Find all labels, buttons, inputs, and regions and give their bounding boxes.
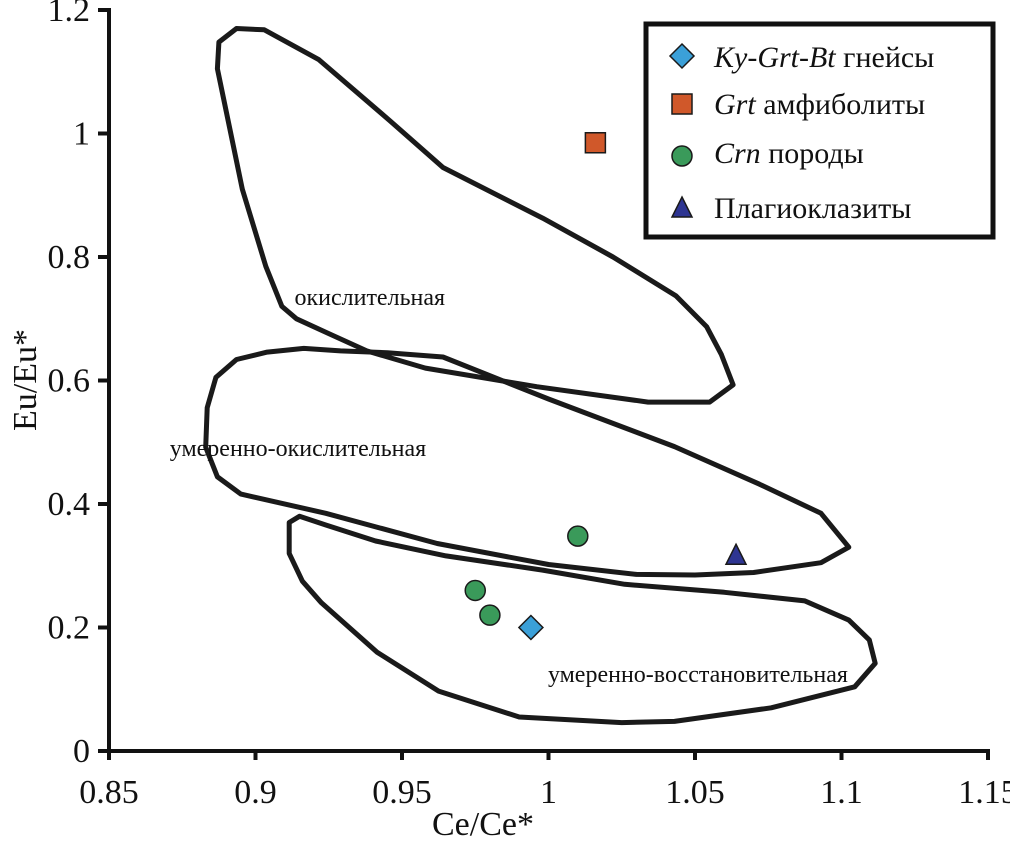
y-tick-label: 1.2 bbox=[48, 0, 91, 29]
data-point-circle bbox=[567, 525, 589, 547]
svg-text:Плагиоклазиты: Плагиоклазиты bbox=[714, 192, 911, 225]
x-tick-label: 0.9 bbox=[234, 774, 277, 811]
svg-text:Crn породы: Crn породы bbox=[714, 137, 864, 170]
x-tick-label: 1.15 bbox=[958, 774, 1010, 811]
x-tick-label: 1.1 bbox=[820, 774, 863, 811]
data-point-circle bbox=[464, 579, 486, 602]
y-ticks: 0 0.2 0.4 0.6 0.8 1 1.2 bbox=[48, 0, 111, 770]
y-axis-title: Eu/Eu* bbox=[7, 329, 44, 431]
x-tick-label: 0.95 bbox=[372, 774, 432, 811]
x-axis-title: Ce/Ce* bbox=[432, 806, 534, 843]
data-point-diamond bbox=[517, 614, 544, 641]
legend-label-italic: Crn bbox=[714, 137, 761, 170]
x-tick-label: 1.05 bbox=[665, 774, 725, 811]
legend-square-icon bbox=[671, 93, 693, 115]
y-tick-label: 0.6 bbox=[48, 363, 91, 400]
x-ticks: 0.85 0.9 0.95 1 1.05 1.1 1.15 bbox=[79, 749, 1010, 811]
legend-marker-diamond bbox=[668, 42, 696, 70]
region-label-oxidizing: окислительная bbox=[294, 285, 445, 311]
legend-label: гнейсы bbox=[836, 41, 935, 74]
region-moderately-oxidizing bbox=[203, 345, 852, 578]
y-tick-label: 0.4 bbox=[48, 486, 91, 523]
legend-label-italic: Grt bbox=[714, 88, 756, 121]
legend-diamond-icon bbox=[668, 42, 696, 70]
data-point-circle bbox=[479, 604, 501, 626]
data-point-square bbox=[584, 132, 607, 154]
legend-label-italic: Ky-Grt-Bt bbox=[713, 41, 836, 74]
legend-marker-square bbox=[671, 93, 693, 115]
legend-label: Плагиоклазиты bbox=[714, 192, 911, 225]
legend-label: породы bbox=[761, 137, 864, 170]
data-point-triangle bbox=[724, 542, 748, 566]
svg-text:Ky-Grt-Bt гнейсы: Ky-Grt-Bt гнейсы bbox=[713, 41, 934, 74]
legend-item-plagioclasites: Плагиоклазиты bbox=[670, 192, 911, 225]
legend-item-crn: Crn породы bbox=[671, 137, 864, 170]
x-tick-label: 0.85 bbox=[79, 774, 139, 811]
legend-marker-triangle bbox=[670, 195, 694, 218]
legend-circle-icon bbox=[671, 145, 693, 167]
legend-label: амфиболиты bbox=[756, 88, 925, 121]
legend-triangle-icon bbox=[670, 195, 694, 218]
legend: Ky-Grt-Bt гнейсы Grt амфиболиты Crn поро… bbox=[643, 21, 996, 240]
y-tick-label: 0 bbox=[73, 733, 90, 770]
legend-marker-circle bbox=[671, 145, 693, 167]
region-label-moderately-reducing: умеренно-восстановительная bbox=[548, 662, 848, 688]
y-tick-label: 0.8 bbox=[48, 239, 91, 276]
legend-item-grt: Grt амфиболиты bbox=[671, 88, 925, 121]
region-oxidizing bbox=[214, 26, 736, 405]
svg-text:Grt амфиболиты: Grt амфиболиты bbox=[714, 88, 925, 121]
legend-box bbox=[643, 21, 996, 240]
region-moderately-reducing bbox=[286, 513, 878, 726]
legend-item-ky-grt-bt: Ky-Grt-Bt гнейсы bbox=[668, 41, 934, 74]
y-tick-label: 0.2 bbox=[48, 610, 91, 647]
region-labels-layer: окислительная умеренно-окислительная уме… bbox=[170, 285, 848, 688]
y-tick-label: 1 bbox=[73, 116, 90, 153]
regions-layer bbox=[203, 26, 878, 726]
points-layer bbox=[464, 132, 748, 641]
region-label-moderately-oxidizing: умеренно-окислительная bbox=[170, 436, 426, 462]
x-tick-label: 1 bbox=[540, 774, 557, 811]
